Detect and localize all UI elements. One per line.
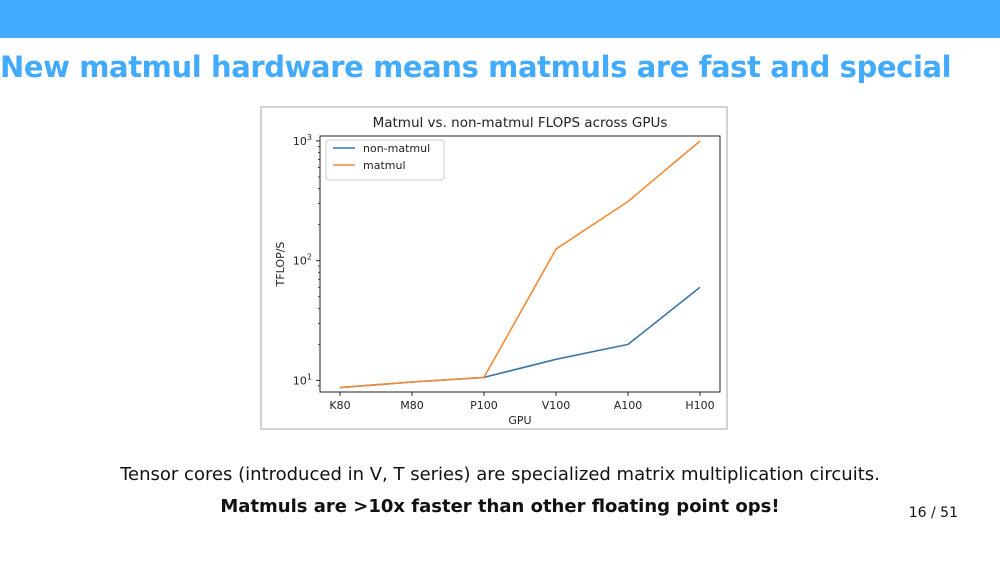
plot-area: [319, 135, 721, 393]
top-accent-bar: [0, 0, 1000, 38]
y-axis-label: TFLOP/S: [274, 242, 287, 288]
x-tick-label: M80: [400, 399, 424, 412]
y-tick-label: 102: [293, 253, 312, 268]
slide-emphasis: Matmuls are >10x faster than other float…: [220, 496, 780, 517]
x-axis: K80 M80 P100 V100 A100 H100: [329, 392, 715, 412]
x-tick-label: P100: [470, 399, 498, 412]
x-tick-label: K80: [329, 399, 350, 412]
legend-label: non-matmul: [363, 142, 430, 155]
page-number: 16 / 51: [908, 505, 958, 521]
chart-title: Matmul vs. non-matmul FLOPS across GPUs: [373, 115, 668, 131]
chart-canvas: Matmul vs. non-matmul FLOPS across GPUs …: [274, 115, 721, 427]
matmul-series-line: [339, 140, 701, 389]
y-axis: 101 102 103: [293, 133, 320, 387]
slide-note: Tensor cores (introduced in V, T series)…: [120, 464, 880, 485]
legend-label: matmul: [363, 159, 406, 172]
x-tick-label: A100: [614, 399, 643, 412]
slide-title: New matmul hardware means matmuls are fa…: [0, 50, 952, 84]
x-axis-label: GPU: [508, 414, 531, 427]
x-tick-label: V100: [542, 399, 571, 412]
x-tick-label: H100: [685, 399, 714, 412]
y-tick-label: 103: [293, 133, 312, 148]
non-matmul-series-line: [339, 286, 701, 389]
chart-figure: Matmul vs. non-matmul FLOPS across GPUs …: [260, 106, 728, 430]
series-layer: [339, 140, 701, 389]
legend-box: [325, 139, 445, 181]
chart-legend: non-matmul matmul: [325, 139, 445, 181]
y-tick-label: 101: [293, 372, 312, 387]
